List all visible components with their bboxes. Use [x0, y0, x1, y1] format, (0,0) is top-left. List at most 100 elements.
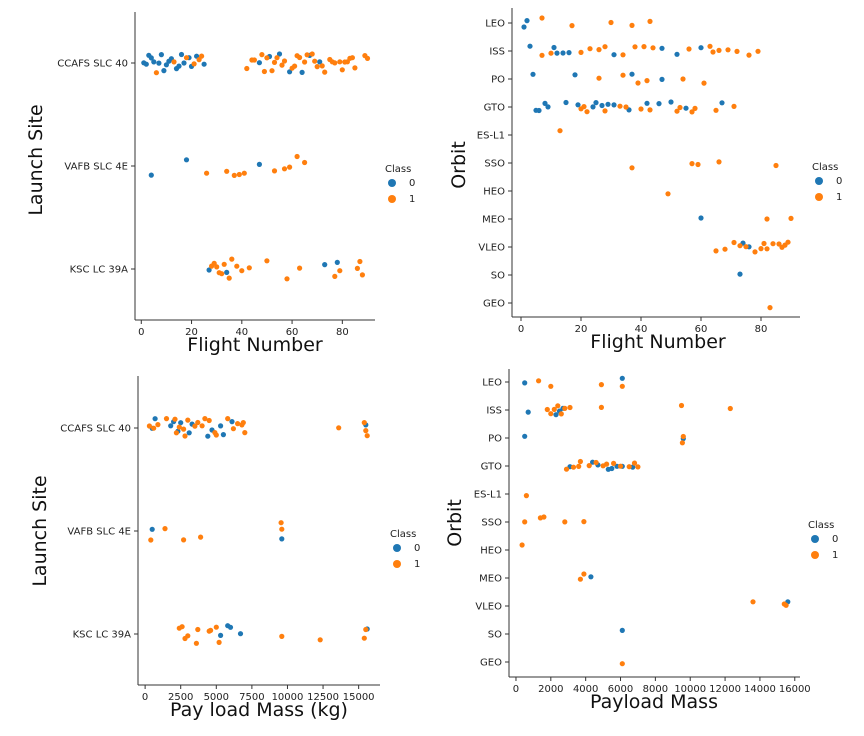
- data-point-class-1: [555, 403, 561, 409]
- x-tick-label: 60: [695, 324, 708, 335]
- y-tick-label: PO: [491, 75, 505, 86]
- y-tick-label: HEO: [483, 187, 505, 198]
- data-point-class-1: [725, 47, 731, 53]
- data-point-class-1: [776, 241, 782, 247]
- legend: Class 0 1: [385, 164, 415, 205]
- data-point-class-0: [619, 627, 625, 634]
- data-point-class-1: [199, 53, 205, 59]
- data-point-class-1: [302, 159, 308, 166]
- data-point-class-1: [727, 405, 733, 412]
- data-point-class-1: [617, 103, 623, 109]
- data-point-class-1: [269, 68, 275, 74]
- x-tick-label: 0: [138, 327, 144, 338]
- data-point-class-1: [234, 263, 240, 269]
- x-tick-label: 8000: [643, 684, 668, 695]
- data-point-class-1: [731, 239, 737, 246]
- data-point-class-1: [548, 383, 554, 389]
- chart-panel-4: LEO ISS PO GTO ES-L1 SSO HEO MEO VLEO SO GEO 0 2000 4…: [444, 369, 838, 713]
- data-point-class-1: [686, 46, 692, 52]
- data-point-class-0: [151, 59, 157, 65]
- data-point-class-0: [220, 432, 226, 438]
- y-axis-title: Launch Site: [29, 475, 51, 586]
- x-axis-title: Flight Number: [187, 334, 323, 356]
- y-tick-label: GTO: [484, 103, 506, 114]
- x-tick-label: 5000: [204, 692, 229, 703]
- data-point-class-1: [302, 59, 308, 65]
- data-point-class-1: [701, 80, 707, 86]
- data-point-class-0: [588, 574, 594, 580]
- data-point-class-1: [761, 240, 767, 247]
- data-point-class-0: [256, 161, 262, 167]
- data-point-class-0: [668, 99, 674, 105]
- data-point-class-1: [352, 65, 358, 71]
- data-point-class-0: [521, 24, 527, 30]
- data-point-class-1: [183, 55, 190, 61]
- data-point-class-1: [743, 244, 749, 250]
- data-point-class-0: [542, 100, 548, 106]
- data-point-class-0: [683, 105, 689, 111]
- data-point-class-1: [148, 537, 154, 543]
- legend-marker: [393, 560, 401, 568]
- data-point-class-1: [557, 128, 563, 134]
- data-point-class-1: [679, 440, 686, 446]
- y-tick-label: SO: [491, 271, 505, 282]
- data-point-class-1: [551, 406, 557, 412]
- data-point-class-0: [575, 102, 581, 108]
- data-point-class-1: [602, 44, 608, 50]
- data-point-class-0: [178, 420, 184, 426]
- data-point-class-1: [199, 423, 205, 429]
- data-point-class-1: [274, 55, 280, 61]
- data-point-class-1: [146, 423, 152, 429]
- y-tick-label: LEO: [482, 378, 502, 389]
- data-point-class-1: [182, 433, 188, 439]
- data-point-class-1: [695, 161, 701, 168]
- data-point-class-1: [767, 305, 773, 311]
- data-point-class-1: [153, 70, 159, 76]
- x-tick-label: 2000: [538, 684, 563, 695]
- data-point-class-1: [172, 416, 178, 422]
- data-point-class-0: [148, 55, 154, 61]
- y-tick-label: HEO: [480, 546, 502, 557]
- data-point-class-1: [764, 216, 770, 222]
- data-point-class-0: [737, 271, 743, 277]
- legend-marker: [815, 177, 823, 185]
- legend-marker: [811, 535, 819, 543]
- data-point-class-1: [629, 22, 635, 28]
- data-point-class-1: [271, 59, 278, 65]
- data-point-class-1: [264, 258, 270, 264]
- x-tick-label: 20: [185, 327, 198, 338]
- data-point-class-1: [773, 162, 779, 169]
- data-point-class-1: [678, 402, 685, 409]
- data-point-class-1: [716, 47, 722, 54]
- data-point-class-1: [650, 45, 656, 51]
- data-point-class-1: [236, 171, 242, 178]
- x-tick-label: 10000: [674, 684, 706, 695]
- y-axis-title: Launch Site: [25, 104, 47, 215]
- data-point-class-1: [239, 268, 245, 274]
- legend-title: Class: [385, 164, 411, 175]
- data-point-class-1: [363, 626, 369, 633]
- legend-title: Class: [808, 520, 834, 531]
- data-point-class-1: [620, 52, 626, 58]
- data-point-class-1: [620, 72, 626, 78]
- data-point-class-1: [292, 63, 298, 69]
- data-point-class-0: [161, 68, 167, 74]
- data-point-class-0: [719, 100, 725, 106]
- data-point-class-0: [322, 262, 328, 268]
- data-point-class-1: [279, 633, 285, 640]
- x-tick-label: 2500: [168, 692, 193, 703]
- data-point-class-0: [334, 259, 340, 265]
- x-tick-label: 4000: [573, 684, 598, 695]
- data-point-class-0: [656, 101, 662, 107]
- data-point-class-1: [734, 48, 740, 55]
- data-point-class-0: [629, 71, 635, 77]
- data-point-class-0: [527, 43, 533, 49]
- data-point-class-1: [224, 168, 230, 174]
- data-point-class-0: [659, 76, 665, 82]
- data-point-class-1: [602, 108, 608, 114]
- data-point-class-1: [617, 463, 624, 469]
- data-point-class-1: [665, 191, 671, 197]
- y-tick-label: SO: [488, 630, 502, 641]
- data-point-class-0: [206, 267, 212, 273]
- y-tick-label: KSC LC 39A: [73, 630, 132, 641]
